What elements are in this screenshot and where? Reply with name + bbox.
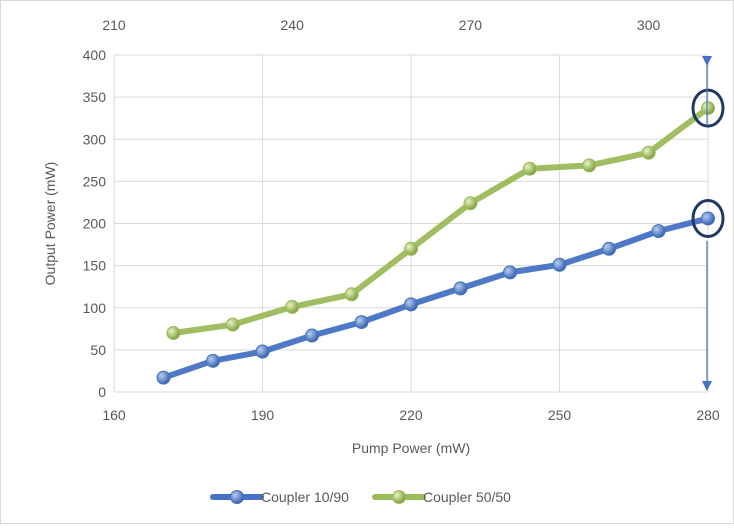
x-tick-label: 160	[102, 407, 126, 423]
data-point-coupler-10-90	[156, 370, 171, 385]
legend-swatch-marker-coupler-50-50	[392, 490, 406, 504]
x-tick-label: 250	[548, 407, 572, 423]
data-point-coupler-10-90	[255, 344, 270, 359]
data-point-coupler-10-90	[453, 281, 468, 296]
series-line-coupler-10-90	[160, 215, 711, 381]
x2-tick-label: 240	[281, 17, 305, 33]
x2-tick-label: 210	[102, 17, 126, 33]
x-tick-label: 220	[399, 407, 423, 423]
data-point-coupler-10-90	[701, 211, 715, 226]
data-point-coupler-10-90	[552, 257, 567, 272]
data-point-coupler-50-50	[701, 101, 715, 116]
data-point-coupler-50-50	[522, 161, 537, 176]
y-tick-label: 200	[83, 216, 107, 232]
legend-label-coupler-10-90: Coupler 10/90	[261, 489, 349, 505]
legend-swatch-marker-coupler-10-90	[230, 490, 244, 504]
data-point-coupler-50-50	[463, 196, 478, 211]
x2-tick-label: 300	[637, 17, 661, 33]
data-point-coupler-50-50	[344, 287, 359, 302]
data-point-coupler-50-50	[285, 299, 300, 314]
x-tick-label: 190	[251, 407, 275, 423]
x2-tick-label: 270	[459, 17, 483, 33]
y-tick-label: 400	[83, 47, 107, 63]
data-point-coupler-10-90	[503, 265, 517, 280]
y-tick-label: 300	[83, 131, 107, 147]
series-line-coupler-50-50	[170, 105, 711, 336]
data-point-coupler-10-90	[206, 353, 220, 368]
y-tick-label: 250	[83, 173, 107, 189]
data-point-coupler-50-50	[641, 145, 656, 160]
data-point-coupler-10-90	[602, 241, 616, 256]
data-point-coupler-50-50	[225, 317, 240, 332]
highlight-circle	[691, 198, 725, 238]
data-point-coupler-50-50	[166, 326, 181, 341]
data-point-coupler-50-50	[582, 158, 597, 173]
data-point-coupler-10-90	[651, 224, 666, 239]
x-tick-label: 280	[696, 407, 720, 423]
y-tick-label: 350	[83, 89, 107, 105]
x-axis-title: Pump Power (mW)	[352, 440, 470, 456]
y-axis-title: Output Power (mW)	[42, 162, 58, 286]
data-point-coupler-10-90	[354, 315, 369, 330]
y-tick-label: 150	[83, 258, 107, 274]
y-tick-label: 50	[90, 342, 106, 358]
data-point-coupler-10-90	[305, 328, 319, 343]
y-tick-label: 0	[98, 384, 106, 400]
highlight-circle	[691, 88, 725, 128]
legend-label-coupler-50-50: Coupler 50/50	[423, 489, 511, 505]
y-tick-label: 100	[83, 300, 107, 316]
data-point-coupler-50-50	[404, 241, 418, 256]
data-point-coupler-10-90	[404, 297, 418, 312]
